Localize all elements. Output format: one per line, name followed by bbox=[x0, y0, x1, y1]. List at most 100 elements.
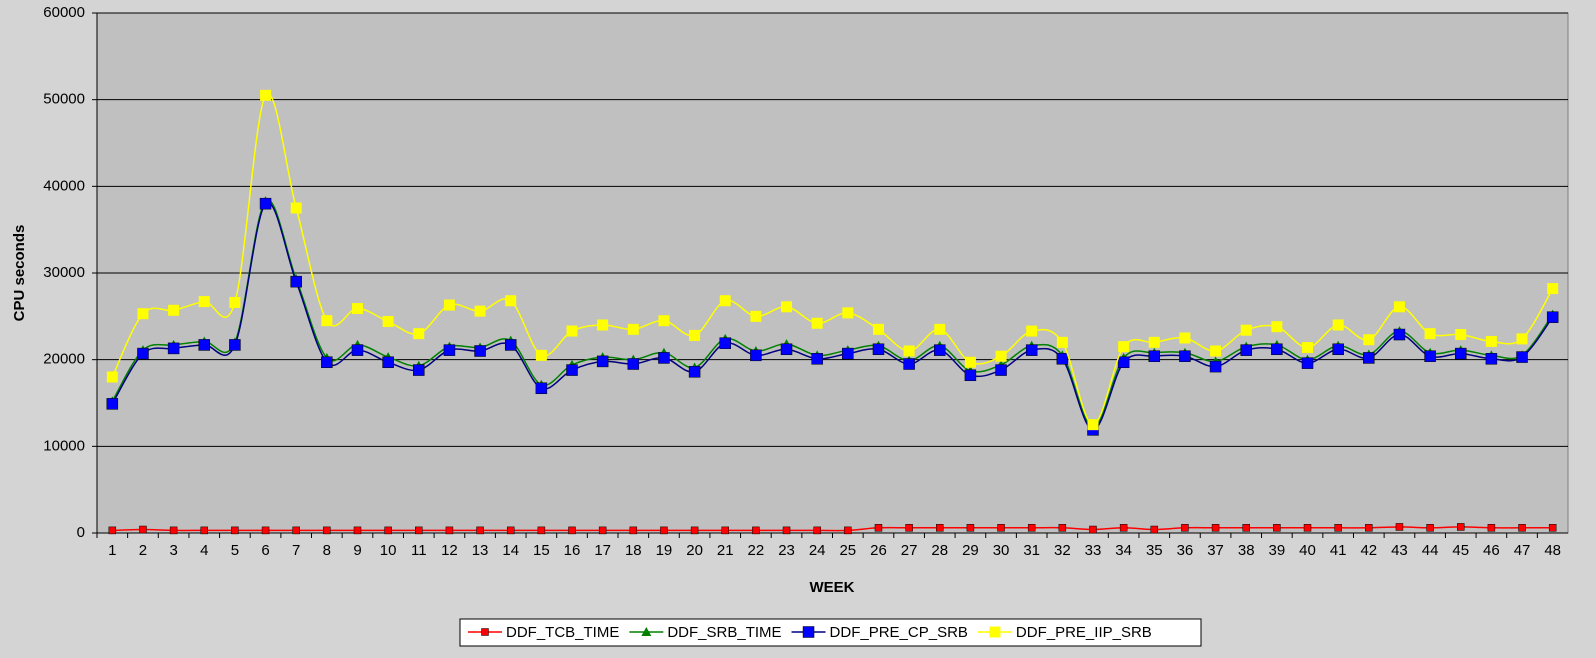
marker bbox=[1454, 347, 1467, 360]
y-tick-label: 50000 bbox=[43, 91, 85, 108]
marker bbox=[566, 325, 578, 337]
x-tick-label: 39 bbox=[1269, 542, 1286, 559]
marker bbox=[1211, 524, 1220, 532]
marker bbox=[474, 345, 486, 357]
x-tick-label: 20 bbox=[686, 542, 703, 559]
marker bbox=[842, 347, 854, 360]
marker bbox=[874, 524, 883, 532]
x-tick-label: 22 bbox=[748, 542, 765, 559]
marker bbox=[872, 343, 885, 356]
marker bbox=[995, 364, 1007, 376]
x-axis-label: WEEK bbox=[810, 579, 855, 596]
marker bbox=[627, 323, 639, 335]
marker bbox=[413, 364, 425, 376]
x-tick-label: 13 bbox=[472, 542, 489, 559]
marker bbox=[1025, 344, 1038, 356]
marker bbox=[1393, 328, 1406, 341]
marker bbox=[629, 526, 638, 535]
marker bbox=[811, 353, 823, 365]
marker bbox=[966, 524, 975, 532]
x-tick-label: 14 bbox=[502, 542, 519, 559]
marker bbox=[1548, 524, 1557, 532]
marker bbox=[688, 366, 701, 378]
marker bbox=[1301, 357, 1314, 369]
x-tick-label: 42 bbox=[1360, 542, 1377, 559]
marker bbox=[566, 364, 578, 376]
marker bbox=[1271, 343, 1283, 356]
marker bbox=[1119, 524, 1128, 532]
x-tick-label: 36 bbox=[1177, 542, 1194, 559]
marker bbox=[752, 526, 760, 535]
x-tick-label: 31 bbox=[1023, 542, 1040, 559]
marker bbox=[660, 526, 668, 535]
marker bbox=[1303, 524, 1312, 532]
marker bbox=[1363, 352, 1375, 364]
marker bbox=[474, 305, 486, 317]
marker bbox=[321, 356, 333, 369]
marker bbox=[1424, 350, 1436, 362]
marker bbox=[689, 329, 701, 341]
marker bbox=[198, 339, 211, 351]
marker bbox=[443, 344, 456, 356]
marker bbox=[782, 526, 791, 535]
x-tick-label: 3 bbox=[169, 542, 177, 559]
y-axis-label: CPU seconds bbox=[11, 225, 28, 322]
marker bbox=[413, 328, 425, 340]
marker bbox=[445, 526, 454, 535]
marker bbox=[781, 301, 793, 313]
marker bbox=[353, 526, 362, 535]
marker bbox=[719, 337, 731, 349]
marker bbox=[200, 526, 209, 535]
marker bbox=[719, 295, 731, 307]
x-tick-label: 26 bbox=[870, 542, 887, 559]
x-tick-label: 7 bbox=[292, 542, 300, 559]
marker bbox=[108, 526, 117, 535]
x-tick-label: 33 bbox=[1085, 542, 1102, 559]
marker bbox=[1456, 523, 1465, 531]
y-tick-label: 60000 bbox=[43, 4, 85, 21]
x-tick-label: 8 bbox=[323, 542, 331, 559]
marker bbox=[168, 304, 180, 316]
marker bbox=[903, 345, 915, 357]
x-tick-label: 2 bbox=[139, 542, 147, 559]
marker bbox=[1332, 319, 1344, 331]
marker bbox=[844, 526, 852, 535]
x-tick-label: 32 bbox=[1054, 542, 1071, 559]
marker bbox=[1302, 342, 1314, 354]
marker bbox=[106, 398, 119, 410]
marker bbox=[382, 316, 394, 328]
marker bbox=[504, 339, 517, 351]
marker bbox=[780, 343, 793, 356]
x-tick-label: 19 bbox=[656, 542, 673, 559]
x-tick-label: 35 bbox=[1146, 542, 1163, 559]
marker bbox=[476, 526, 484, 535]
x-tick-label: 12 bbox=[441, 542, 458, 559]
legend-marker bbox=[989, 626, 1001, 638]
marker bbox=[1150, 525, 1159, 534]
marker bbox=[260, 89, 272, 101]
marker bbox=[1332, 343, 1344, 356]
x-tick-label: 28 bbox=[931, 542, 948, 559]
x-tick-label: 15 bbox=[533, 542, 550, 559]
x-tick-label: 43 bbox=[1391, 542, 1408, 559]
x-tick-label: 38 bbox=[1238, 542, 1255, 559]
marker bbox=[1181, 524, 1189, 532]
x-tick-label: 24 bbox=[809, 542, 826, 559]
marker bbox=[690, 526, 699, 535]
marker bbox=[1487, 524, 1496, 532]
legend-label: DDF_SRB_TIME bbox=[667, 624, 781, 641]
marker bbox=[568, 526, 576, 535]
marker bbox=[964, 356, 976, 368]
marker bbox=[995, 350, 1007, 362]
marker bbox=[323, 526, 331, 535]
x-tick-label: 30 bbox=[993, 542, 1010, 559]
x-tick-label: 47 bbox=[1514, 542, 1531, 559]
legend-marker bbox=[802, 626, 815, 638]
marker bbox=[443, 299, 455, 311]
marker bbox=[1424, 328, 1436, 340]
marker bbox=[813, 526, 821, 535]
x-tick-label: 23 bbox=[778, 542, 795, 559]
x-tick-label: 18 bbox=[625, 542, 642, 559]
marker bbox=[964, 369, 977, 382]
